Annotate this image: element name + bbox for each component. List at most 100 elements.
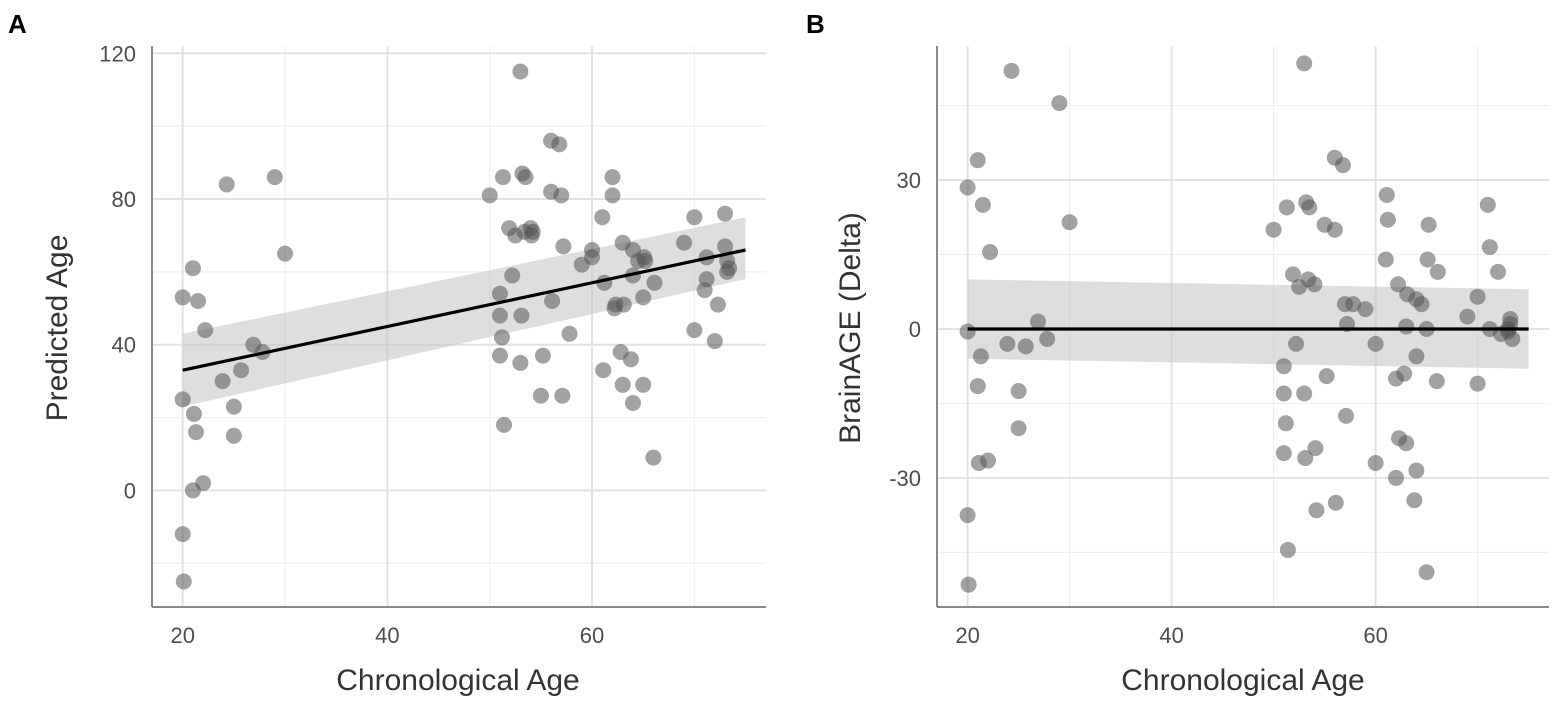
panel-a-data-point bbox=[214, 373, 231, 390]
panel-a-data-point bbox=[676, 234, 693, 251]
panel-a-data-point bbox=[622, 351, 639, 368]
panel-a-data-point bbox=[512, 63, 529, 80]
panel-a-data-point bbox=[491, 347, 508, 364]
panel-a-data-point bbox=[174, 289, 191, 306]
panel-b-data-point bbox=[1279, 541, 1296, 558]
panel-b-data-point bbox=[1413, 296, 1430, 313]
panel-b-data-point bbox=[1396, 365, 1413, 382]
panel-a-data-point bbox=[188, 424, 205, 441]
panel-b-data-point bbox=[1297, 450, 1314, 467]
panel-b-data-point bbox=[1284, 266, 1301, 283]
panel-b-data-point bbox=[1307, 440, 1324, 457]
panel-b-data-point bbox=[1029, 313, 1046, 330]
panel-b-data-point bbox=[1277, 415, 1294, 432]
panel-b-data-point bbox=[1326, 221, 1343, 238]
panel-b-data-point bbox=[1296, 55, 1313, 72]
panel-b-data-point bbox=[1406, 492, 1423, 509]
panel-b-data-point bbox=[969, 152, 986, 169]
panel-a-data-point bbox=[595, 362, 612, 379]
panel-a-data-point bbox=[218, 176, 235, 193]
panel-b-y-tick-label: 0 bbox=[909, 317, 921, 342]
panel-b-data-point bbox=[974, 196, 991, 213]
panel-b-data-point bbox=[1338, 407, 1355, 424]
panel-a-data-point bbox=[604, 187, 621, 204]
panel-b-data-point bbox=[1275, 358, 1292, 375]
panel-a-data-point bbox=[645, 449, 662, 466]
panel-b-data-point bbox=[969, 378, 986, 395]
panel-a-data-point bbox=[175, 573, 192, 590]
panel-a-points bbox=[174, 63, 738, 590]
panel-b-data-point bbox=[1490, 263, 1506, 280]
panel-a-data-point bbox=[496, 416, 513, 433]
panel-a-axes bbox=[151, 46, 766, 608]
panel-b-data-point bbox=[1003, 62, 1020, 79]
panel-a-label: A bbox=[8, 9, 27, 39]
panel-b-data-point bbox=[1377, 251, 1394, 268]
panel-a-data-point bbox=[686, 322, 703, 339]
panel-b-data-point bbox=[959, 507, 976, 524]
panel-a-ci-band-group bbox=[182, 217, 746, 407]
panel-a-x-tick-label: 40 bbox=[375, 623, 399, 648]
panel-a-y-tick-label: 0 bbox=[124, 478, 136, 503]
panel-b-data-point bbox=[1388, 469, 1404, 486]
panel-b-data-point bbox=[1345, 296, 1362, 313]
panel-a-data-point bbox=[185, 405, 202, 422]
panel-b-data-point bbox=[1265, 221, 1282, 238]
panel-a-x-axis-title: Chronological Age bbox=[336, 664, 580, 697]
panel-b-data-point bbox=[1039, 330, 1056, 347]
panel-b-x-tick-label: 20 bbox=[955, 623, 979, 648]
panel-a-data-point bbox=[637, 252, 654, 269]
panel-b-data-point bbox=[1275, 445, 1292, 462]
panel-a-data-point bbox=[491, 285, 508, 302]
panel-a-data-point bbox=[517, 169, 534, 186]
panel-b-x-ticks: 20 40 60 bbox=[955, 623, 1387, 648]
panel-a-y-tick-label: 120 bbox=[99, 41, 136, 66]
panel-a-x-tick-label: 60 bbox=[580, 623, 604, 648]
panel-a-data-point bbox=[197, 322, 214, 339]
panel-a-data-point bbox=[504, 267, 521, 284]
panel-a-data-point bbox=[561, 325, 578, 342]
panel-b-data-point bbox=[1275, 385, 1292, 402]
panel-b: B 20 40 60 -30 0 30 Chronological Age BrainA… bbox=[806, 9, 1549, 697]
panel-a-data-point bbox=[174, 526, 191, 543]
panel-a-y-axis-title: Predicted Age bbox=[41, 235, 74, 422]
panel-b-data-point bbox=[1418, 564, 1435, 581]
panel-b-data-point bbox=[960, 576, 977, 593]
panel-b-ci-band-group bbox=[967, 279, 1529, 369]
panel-b-y-axis-title: BrainAGE (Delta) bbox=[834, 212, 867, 444]
panel-b-data-point bbox=[1367, 335, 1384, 352]
panel-a-data-point bbox=[594, 209, 611, 226]
panel-b-data-point bbox=[1010, 420, 1027, 437]
panel-a-data-point bbox=[614, 376, 631, 393]
panel-a-data-point bbox=[717, 205, 734, 222]
panel-b-data-point bbox=[1318, 368, 1335, 385]
panel-a-data-point bbox=[493, 329, 510, 346]
panel-b-data-point bbox=[1334, 157, 1351, 174]
panel-b-data-point bbox=[1420, 216, 1437, 233]
panel-a-y-tick-label: 80 bbox=[112, 187, 136, 212]
panel-b-points bbox=[959, 55, 1521, 593]
panel-b-data-point bbox=[1017, 338, 1034, 355]
panel-b-data-point bbox=[1306, 276, 1323, 293]
panel-b-data-point bbox=[1398, 318, 1415, 335]
panel-a-data-point bbox=[553, 187, 570, 204]
panel-b-data-point bbox=[972, 348, 989, 365]
panel-a-data-point bbox=[534, 347, 551, 364]
panel-b-y-tick-label: 30 bbox=[897, 168, 921, 193]
panel-a-data-point bbox=[624, 395, 641, 411]
panel-b-data-point bbox=[1481, 239, 1498, 256]
panel-b-axes bbox=[936, 46, 1549, 608]
panel-a-data-point bbox=[174, 391, 191, 408]
panel-a-data-point bbox=[706, 333, 723, 350]
panel-b-label: B bbox=[806, 9, 825, 39]
panel-b-data-point bbox=[1502, 311, 1519, 328]
panel-b-data-point bbox=[999, 335, 1016, 352]
panel-b-data-point bbox=[1288, 335, 1305, 352]
panel-b-data-point bbox=[1357, 301, 1374, 318]
panel-b-data-point bbox=[1429, 263, 1446, 280]
panel-b-data-point bbox=[1301, 199, 1318, 216]
panel-b-data-point bbox=[1296, 385, 1313, 402]
panel-b-x-axis-title: Chronological Age bbox=[1121, 664, 1365, 697]
panel-b-data-point bbox=[1398, 435, 1415, 452]
panel-b-data-point bbox=[1010, 383, 1027, 400]
